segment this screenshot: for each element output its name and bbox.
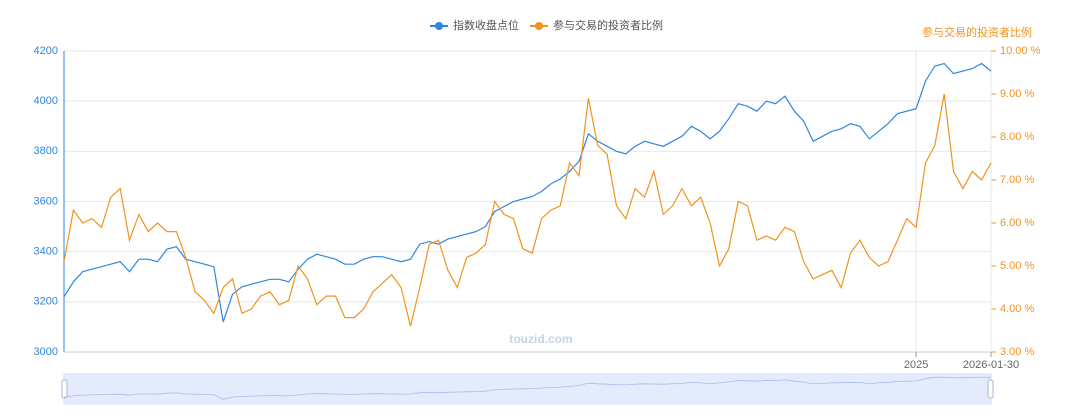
line-series xyxy=(63,62,992,323)
y-tick-label: 4200 xyxy=(34,45,58,57)
y2-tick-label: 4.00 % xyxy=(1000,303,1034,315)
y2-tick-label: 10.00 % xyxy=(1000,45,1041,57)
y-tick-label: 3000 xyxy=(34,346,58,358)
zoom-preview xyxy=(63,376,992,400)
y-tick-label: 4000 xyxy=(34,95,58,107)
y-tick-label: 3800 xyxy=(34,145,58,157)
watermark: touzid.com xyxy=(509,332,572,346)
line-series xyxy=(63,93,992,327)
y2-tick-label: 9.00 % xyxy=(1000,88,1034,100)
y2-tick-label: 6.00 % xyxy=(1000,217,1034,229)
legend-label[interactable]: 参与交易的投资者比例 xyxy=(553,18,663,32)
zoom-handle[interactable] xyxy=(987,379,994,399)
legend-label[interactable]: 指数收盘点位 xyxy=(453,18,519,32)
y-tick-label: 3200 xyxy=(34,296,58,308)
y2-axis-title: 参与交易的投资者比例 xyxy=(922,25,1032,39)
x-tick-label: 2025 xyxy=(904,359,928,371)
zoom-handle[interactable] xyxy=(61,379,68,399)
y2-tick-label: 7.00 % xyxy=(1000,174,1034,186)
legend-icon[interactable] xyxy=(535,22,543,30)
legend-icon[interactable] xyxy=(435,22,443,30)
y2-tick-label: 8.00 % xyxy=(1000,131,1034,143)
y-tick-label: 3400 xyxy=(34,246,58,258)
y2-tick-label: 5.00 % xyxy=(1000,260,1034,272)
x-tick-label: 2026-01-30 xyxy=(963,359,1019,371)
y2-tick-label: 3.00 % xyxy=(1000,346,1034,358)
y-tick-label: 3600 xyxy=(34,195,58,207)
